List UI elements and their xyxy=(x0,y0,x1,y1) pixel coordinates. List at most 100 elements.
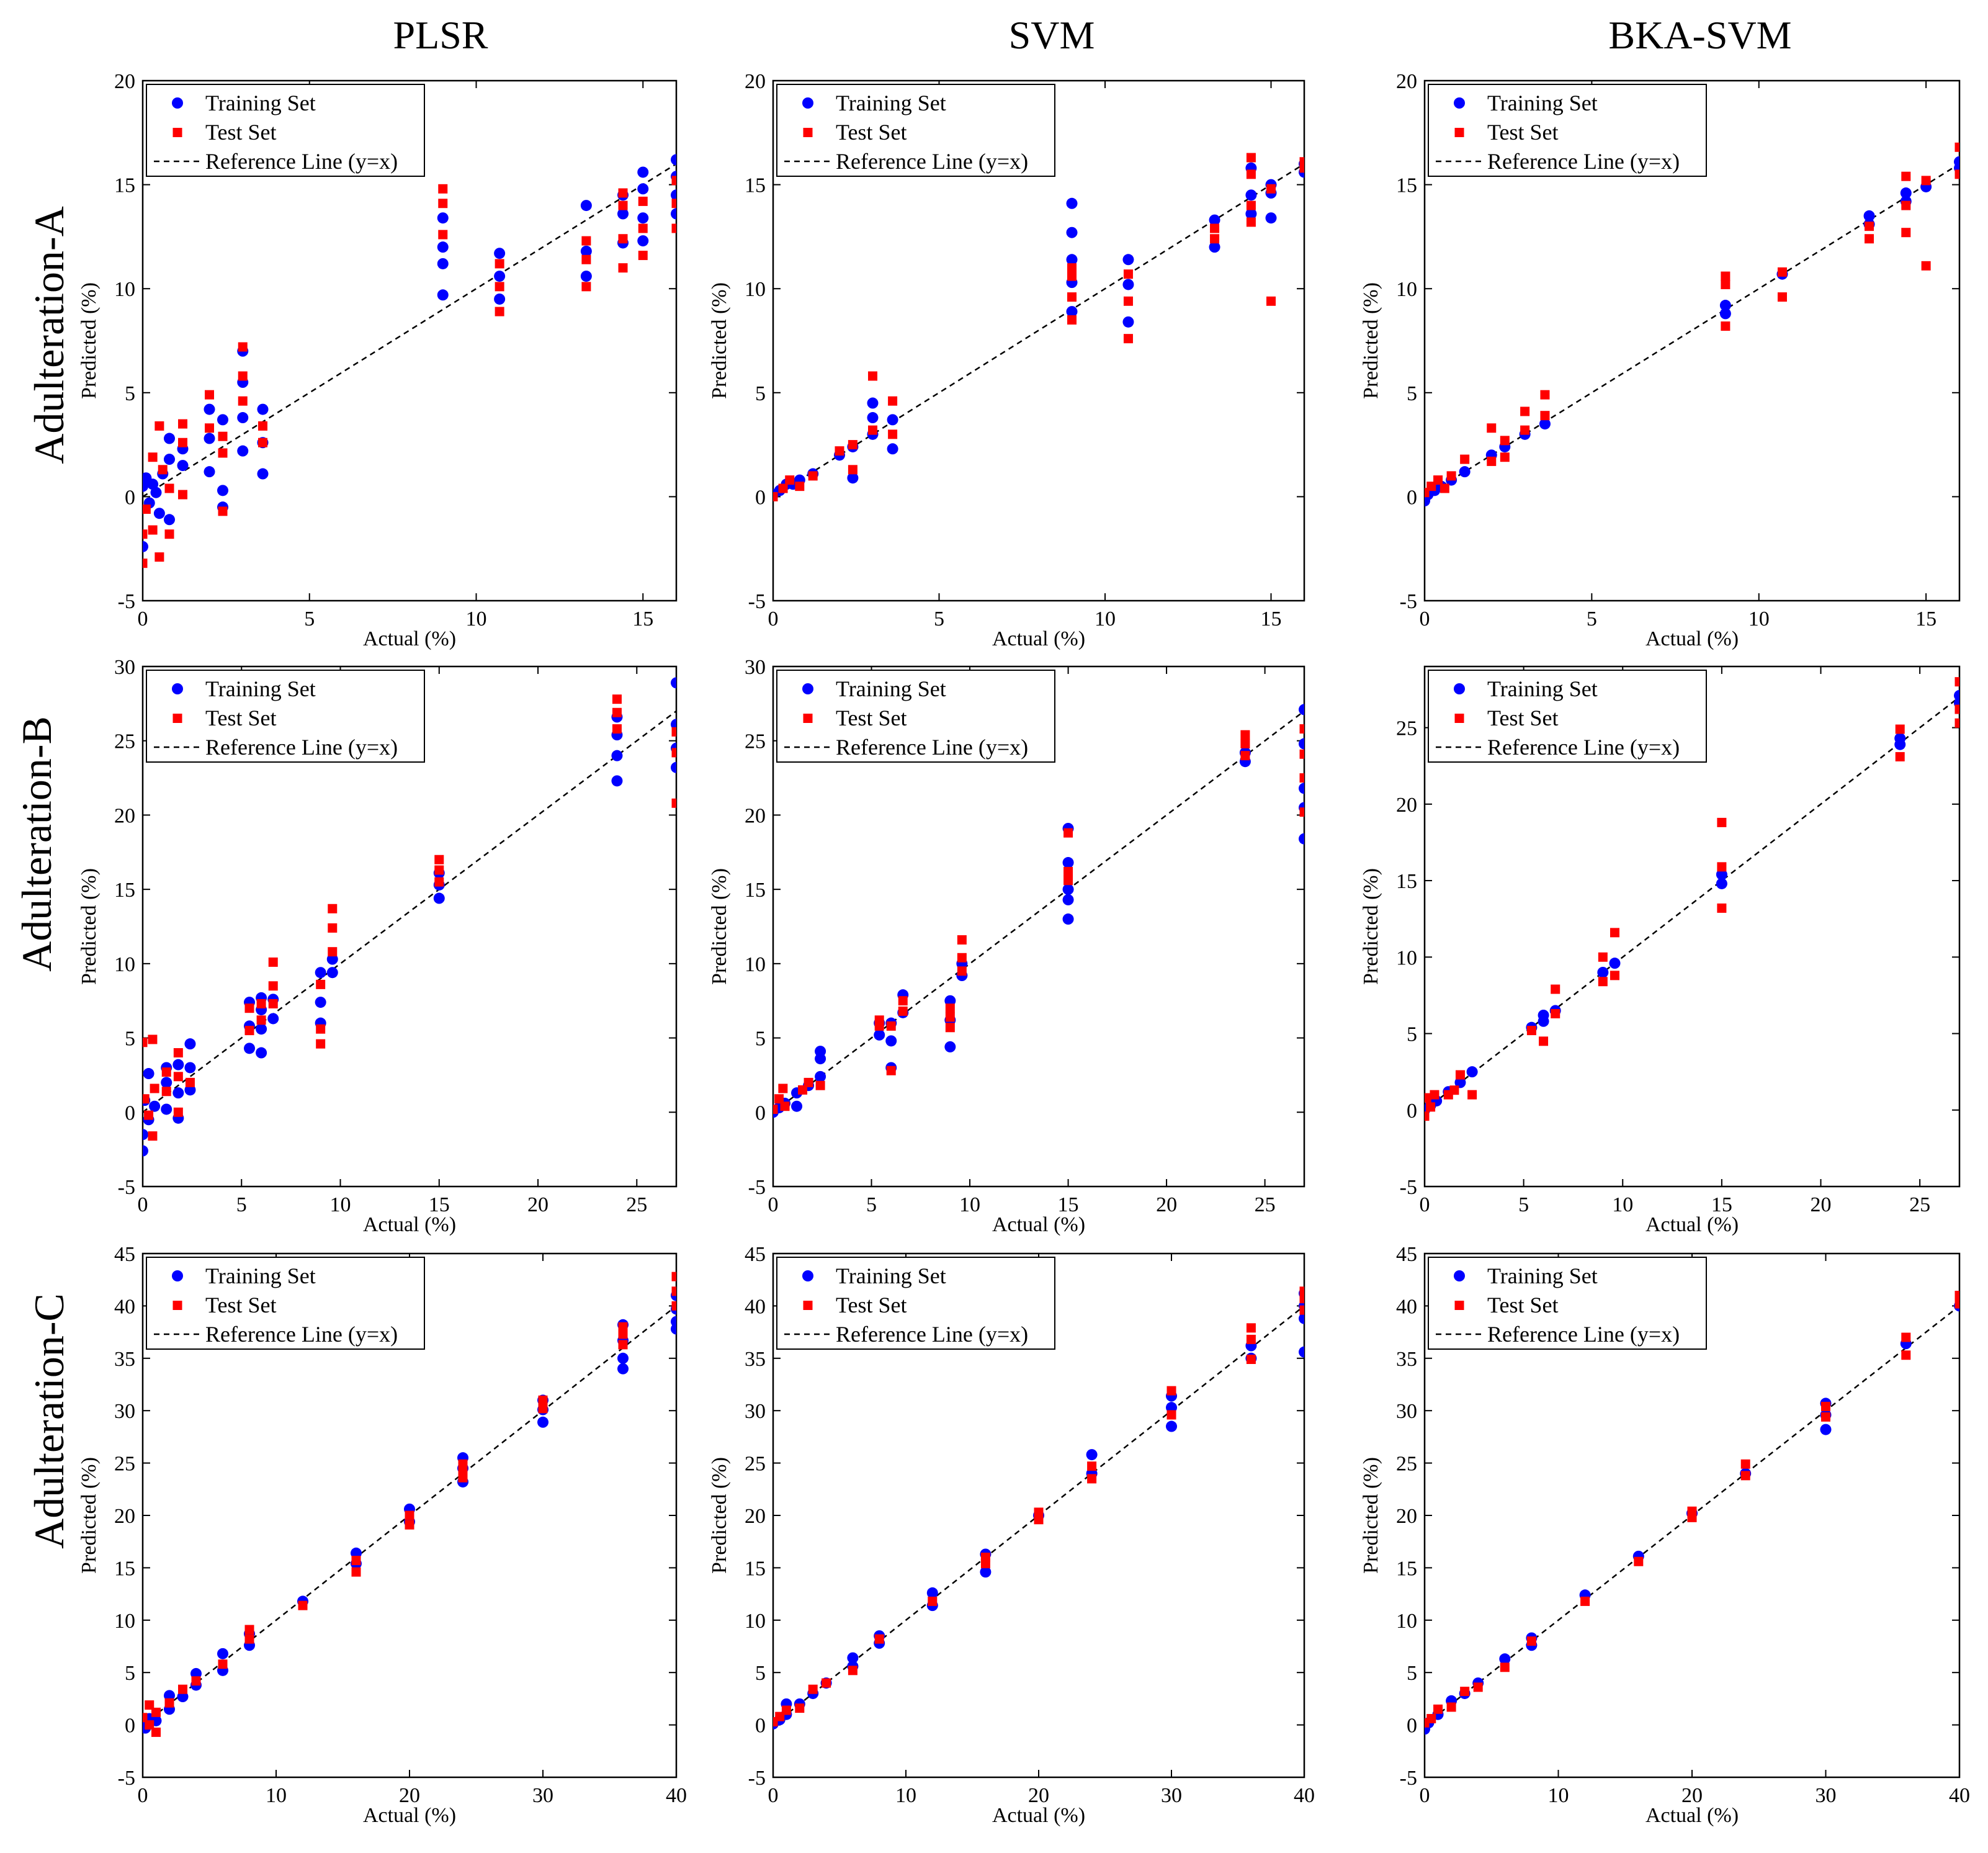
panel-adulteration-a-svm-xtick-label: 15 xyxy=(1261,608,1282,630)
panel-adulteration-c-bka-svm-test-point xyxy=(1426,1713,1436,1723)
panel-adulteration-a-svm-training-point xyxy=(1209,241,1220,253)
panel-adulteration-a-bka-svm-xtick-label: 15 xyxy=(1915,608,1937,630)
panel-adulteration-b-bka-svm-test-point xyxy=(1425,1093,1431,1103)
panel-adulteration-c-svm-xtick-label: 40 xyxy=(1294,1784,1315,1807)
panel-adulteration-a-svm-ytick-label: -5 xyxy=(748,590,766,613)
panel-adulteration-b-bka-svm-xtick-label: 25 xyxy=(1909,1193,1930,1216)
panel-adulteration-a-plsr-test-point xyxy=(581,236,591,246)
panel-adulteration-c-bka-svm-xtick-label: 0 xyxy=(1420,1784,1430,1807)
panel-adulteration-a-bka-svm-test-point xyxy=(1433,475,1443,485)
panel-adulteration-b-plsr-ytick-label: 20 xyxy=(114,804,135,827)
panel-adulteration-b-plsr-xtick-label: 20 xyxy=(527,1193,548,1216)
panel-adulteration-a-plsr-test-point xyxy=(258,437,267,447)
panel-adulteration-a-bka-svm-xtick-label: 5 xyxy=(1587,608,1597,630)
panel-adulteration-b-plsr-test-point xyxy=(185,1077,195,1087)
panel-adulteration-b-plsr-test-point xyxy=(244,1003,254,1013)
panel-adulteration-c-bka-svm-xtick-label: 20 xyxy=(1681,1784,1703,1807)
panel-adulteration-b-svm-test-point xyxy=(945,1003,955,1013)
panel-adulteration-a-bka-svm-training-point xyxy=(1719,308,1731,320)
panel-adulteration-b-svm-ytick-label: -5 xyxy=(748,1176,766,1199)
panel-adulteration-a-svm-test-point xyxy=(1299,163,1304,173)
panel-adulteration-c-bka-svm-legend: Training Set Test Set Reference Line (y=x) xyxy=(1428,1257,1707,1350)
panel-adulteration-c-svm-training-point xyxy=(980,1566,992,1578)
panel-adulteration-b-svm-test-point xyxy=(778,1084,788,1093)
panel-adulteration-a-svm-training-point xyxy=(1265,212,1277,224)
panel-adulteration-a-bka-svm-test-point xyxy=(1520,406,1530,416)
panel-adulteration-a-svm-test-point xyxy=(795,482,805,491)
panel-adulteration-c-plsr-test-point xyxy=(164,1698,174,1708)
panel-adulteration-a-plsr-xtick-label: 15 xyxy=(632,608,653,630)
panel-adulteration-b-bka-svm-xtick-label: 15 xyxy=(1711,1193,1732,1216)
panel-adulteration-a-svm-training-point xyxy=(1122,316,1134,328)
panel-adulteration-a-svm-test-point xyxy=(848,440,857,450)
panel-adulteration-b-plsr-training-point xyxy=(161,1077,172,1088)
panel-adulteration-b-svm-xtick-label: 25 xyxy=(1255,1193,1276,1216)
panel-adulteration-a-bka-svm-test-point xyxy=(1777,292,1787,302)
panel-adulteration-b-plsr-test-point xyxy=(173,1072,183,1082)
panel-adulteration-a-plsr-training-point xyxy=(671,189,676,201)
panel-adulteration-b-plsr-reference-line xyxy=(143,710,676,1113)
panel-adulteration-c-bka-svm-xtick-label: 10 xyxy=(1548,1784,1569,1807)
panel-adulteration-c-bka-svm-test-point xyxy=(1821,1412,1830,1422)
panel-adulteration-c-svm-legend-test-label: Test Set xyxy=(836,1293,907,1317)
panel-adulteration-a-svm-training-point xyxy=(1066,306,1078,318)
panel-adulteration-b-svm-training-point xyxy=(1062,894,1074,905)
panel-adulteration-c-plsr-legend: Training Set Test Set Reference Line (y=x) xyxy=(146,1257,425,1350)
panel-adulteration-a-svm-training-point xyxy=(867,412,879,424)
panel-adulteration-b-bka-svm-test-point xyxy=(1551,984,1560,994)
panel-adulteration-a-plsr-training-point xyxy=(237,445,249,457)
panel-adulteration-c-plsr-legend-test-label: Test Set xyxy=(205,1293,276,1317)
panel-adulteration-c-svm-xtick-label: 30 xyxy=(1161,1784,1182,1807)
panel-adulteration-a-plsr-ytick-label: 15 xyxy=(114,174,135,197)
panel-adulteration-b-svm-ytick-label: 20 xyxy=(745,804,766,827)
panel-adulteration-b-bka-svm-test-point xyxy=(1717,817,1727,827)
panel-adulteration-b-plsr-test-point xyxy=(150,1084,159,1093)
panel-adulteration-a-svm-test-point xyxy=(1067,292,1077,302)
panel-adulteration-a-plsr-test-point xyxy=(218,431,228,441)
panel-adulteration-b-svm-test-point xyxy=(1299,807,1304,817)
panel-adulteration-c-svm-xtick-label: 20 xyxy=(1028,1784,1049,1807)
panel-adulteration-a-plsr-test-point xyxy=(154,421,164,431)
panel-adulteration-b-svm-xtick-label: 15 xyxy=(1058,1193,1079,1216)
panel-adulteration-a-plsr-test-point xyxy=(618,263,628,273)
panel-adulteration-c-plsr-test-point xyxy=(151,1707,161,1717)
panel-adulteration-b-svm-training-point xyxy=(1299,704,1304,716)
panel-adulteration-b-svm-test-point xyxy=(886,1066,896,1075)
panel-adulteration-b-plsr-legend-test-label: Test Set xyxy=(205,706,276,730)
panel-adulteration-b-plsr-training-point xyxy=(433,892,445,904)
panel-adulteration-b-plsr-xlabel: Actual (%) xyxy=(363,1213,456,1236)
panel-adulteration-c-svm-training-point xyxy=(926,1587,938,1599)
panel-adulteration-b-svm-test-point xyxy=(1240,730,1250,740)
panel-adulteration-c-bka-svm-legend-reference-label: Reference Line (y=x) xyxy=(1487,1322,1680,1347)
panel-adulteration-b-svm-ytick-label: 5 xyxy=(755,1028,766,1051)
panel-adulteration-b-svm-xlabel: Actual (%) xyxy=(992,1213,1085,1236)
panel-adulteration-a-plsr-training-point xyxy=(204,466,215,478)
panel-adulteration-b-svm-legend: Training Set Test Set Reference Line (y=x) xyxy=(776,670,1055,763)
panel-adulteration-b-svm-ytick-label: 15 xyxy=(745,879,766,902)
panel-adulteration-c-bka-svm-legend-training-label: Training Set xyxy=(1487,1263,1598,1288)
panel-adulteration-a-plsr-test-point xyxy=(618,200,628,210)
panel-adulteration-b-plsr-training-point xyxy=(184,1038,196,1050)
panel-adulteration-b-svm-legend-training-label: Training Set xyxy=(836,676,946,701)
panel-adulteration-b-svm-xtick-label: 20 xyxy=(1156,1193,1177,1216)
panel-adulteration-a-plsr-test-point xyxy=(495,282,504,292)
panel-adulteration-b-plsr-training-point xyxy=(315,997,326,1008)
panel-adulteration-b-plsr-test-point xyxy=(612,707,622,717)
panel-adulteration-b-svm-training-point xyxy=(1062,884,1074,895)
panel-adulteration-c-plsr-ylabel: Predicted (%) xyxy=(78,1457,101,1574)
panel-adulteration-b-bka-svm-training-point xyxy=(1894,732,1906,744)
panel-adulteration-a-plsr-training-point xyxy=(637,235,649,247)
panel-adulteration-a-plsr-test-point xyxy=(438,184,448,194)
panel-adulteration-c-svm-legend-training-label: Training Set xyxy=(836,1263,946,1288)
panel-adulteration-b-bka-svm-training-point xyxy=(1538,1009,1549,1021)
row-label-adulteration-a: Adulteration-A xyxy=(25,206,73,464)
panel-adulteration-a-plsr-training-point xyxy=(164,454,175,465)
panel-adulteration-a-plsr-plot-area xyxy=(143,154,676,568)
panel-adulteration-a-svm-legend-test-marker xyxy=(803,128,813,137)
panel-adulteration-b-plsr-test-point xyxy=(173,1048,183,1058)
panel-adulteration-b-svm-training-point xyxy=(885,1035,897,1047)
panel-adulteration-b-plsr-test-point xyxy=(256,999,266,1009)
panel-adulteration-c-bka-svm-legend-training-marker xyxy=(1454,1270,1465,1281)
panel-adulteration-a-plsr-training-point xyxy=(494,293,506,305)
